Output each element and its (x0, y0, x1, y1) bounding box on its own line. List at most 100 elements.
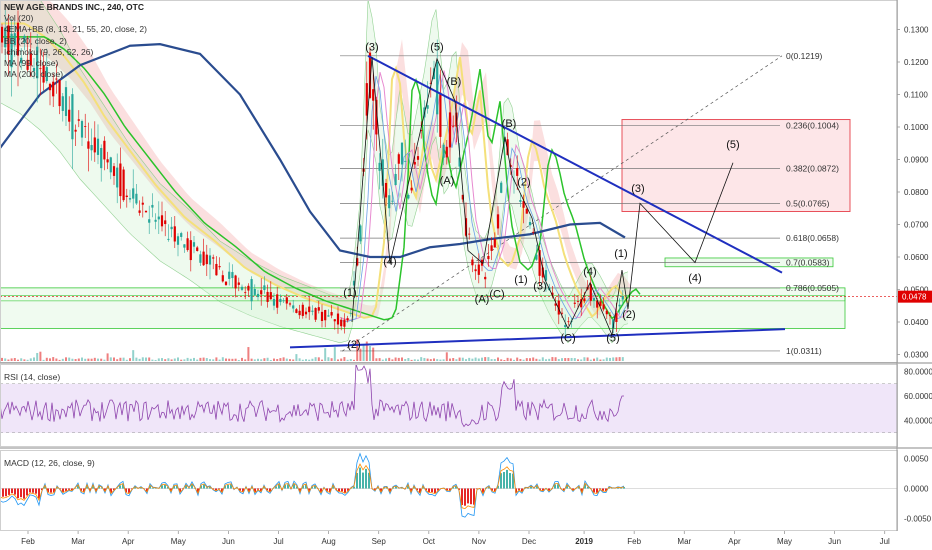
volume-bar (100, 358, 103, 361)
volume-bar (449, 358, 451, 361)
macd-histogram-bar (416, 488, 418, 491)
macd-histogram-bar (5, 488, 7, 497)
volume-bar (596, 357, 599, 361)
volume-bar (33, 357, 35, 361)
volume-bar (282, 357, 285, 361)
candle-body (202, 251, 205, 266)
candle-body (64, 87, 68, 116)
macd-tick-label: 0.0000 (904, 485, 929, 494)
candle-body (244, 292, 247, 294)
macd-histogram-bar (500, 473, 502, 489)
time-tick-label: Mar (677, 537, 691, 546)
macd-pane (0, 452, 897, 518)
volume-bar (580, 359, 583, 361)
volume-bar (103, 359, 106, 361)
price-tick-label: 0.0500 (904, 286, 929, 295)
candle-body (404, 160, 407, 162)
candle-body (320, 311, 324, 321)
candle-body (477, 264, 480, 275)
price-tick-label: 0.1100 (904, 91, 928, 100)
macd-histogram-bar (602, 488, 604, 491)
candle-body (602, 304, 605, 310)
candle-body (237, 282, 240, 285)
fib-label: 0.382(0.0872) (786, 164, 839, 174)
volume-bar (141, 357, 144, 361)
candle-body (26, 59, 29, 70)
ichimoku-cloud (0, 0, 630, 319)
candle-body (519, 199, 522, 202)
volume-bar (497, 357, 499, 361)
macd-histogram-bar (539, 488, 541, 490)
macd-label: MACD (12, 26, close, 9) (4, 458, 95, 468)
volume-bar (314, 357, 317, 361)
candle-body (429, 82, 432, 84)
volume-bar (391, 359, 394, 361)
volume-bar (407, 358, 410, 361)
candle-body (442, 144, 445, 158)
macd-histogram-bar (557, 484, 559, 489)
legend-item-bb: BB (20, close, 2) (4, 35, 67, 46)
volume-bar (343, 357, 346, 361)
time-tick-label: May (777, 537, 792, 546)
volume-bar (474, 357, 477, 361)
candle-body (439, 92, 442, 137)
candle-body (432, 68, 436, 80)
volume-bar (557, 359, 560, 361)
candle-body (484, 276, 487, 280)
volume-bar (433, 358, 435, 361)
volume-bar (436, 359, 439, 361)
macd-histogram-bar (251, 486, 253, 489)
candle-body (253, 288, 256, 295)
volume-bar (212, 359, 215, 361)
candle-body (218, 266, 221, 268)
macd-histogram-bar (53, 488, 55, 493)
macd-histogram-bar (431, 488, 433, 493)
volume-bar (589, 359, 592, 361)
macd-histogram-bar (278, 484, 280, 489)
candle-body (279, 298, 282, 303)
time-tick-label: Mar (71, 537, 85, 546)
support-zone-inner (0, 295, 846, 302)
candle-body (48, 83, 52, 91)
candle-body (112, 166, 116, 176)
volume-bar (551, 357, 554, 361)
fib-label: 0.236(0.1004) (786, 121, 839, 131)
candle-body (68, 109, 71, 122)
macd-histogram-bar (608, 487, 610, 489)
volume-bar (586, 357, 589, 361)
macd-histogram-bar (125, 488, 127, 493)
candle-body (132, 188, 135, 199)
macd-histogram-bar (584, 484, 586, 489)
candle-body (525, 208, 528, 214)
candle-body (269, 292, 272, 300)
volume-bar (468, 357, 471, 361)
volume-bar (538, 359, 541, 361)
macd-histogram-bar (329, 488, 331, 492)
time-tick-label: Sep (372, 537, 387, 546)
volume-bar (170, 359, 173, 361)
volume-bar (145, 357, 147, 361)
volume-bar (426, 358, 429, 361)
volume-bar (180, 359, 183, 361)
macd-histogram-bar (356, 472, 358, 489)
volume-bar (122, 357, 125, 361)
volume-bar (106, 353, 109, 361)
volume-bar (503, 359, 506, 361)
candle-body (199, 254, 202, 263)
candle-body (80, 121, 84, 138)
volume-bar (308, 359, 311, 361)
candle-body (189, 240, 192, 261)
volume-bar (410, 359, 413, 361)
support-trendline (289, 328, 786, 349)
candle-body (10, 33, 13, 68)
macd-histogram-bar (98, 486, 100, 489)
candle-body (160, 215, 164, 227)
candle-body (144, 210, 148, 213)
legend-item-ma200: MA (200, close) (4, 69, 64, 80)
macd-histogram-bar (518, 488, 520, 490)
wave-label: (1) (343, 287, 356, 299)
macd-histogram-bar (140, 487, 142, 489)
time-tick-label: Nov (472, 537, 486, 546)
candle-body (167, 238, 170, 240)
